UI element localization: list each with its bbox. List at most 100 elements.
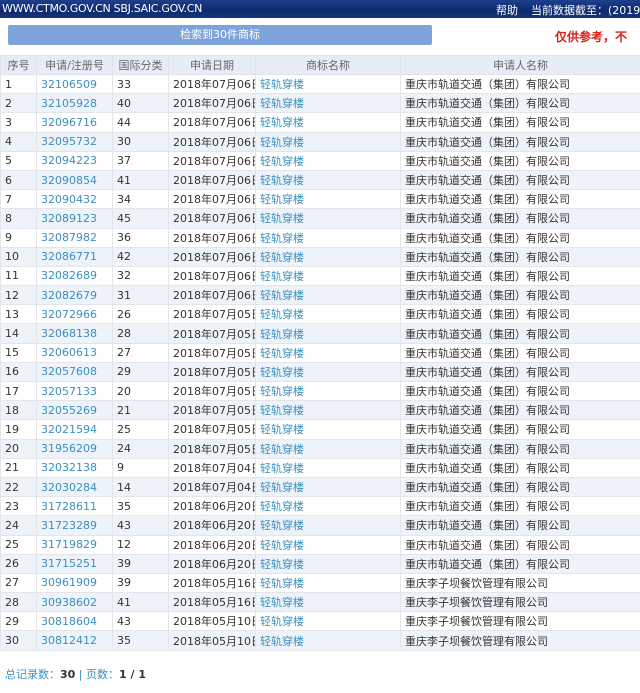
reg-number-link[interactable]: 31723289 bbox=[36, 515, 113, 536]
intl-class: 27 bbox=[112, 342, 169, 363]
reg-number-link[interactable]: 32090854 bbox=[36, 169, 113, 191]
result-count-button[interactable]: 检索到30件商标 bbox=[8, 25, 432, 45]
table-row: 11 32082689 32 2018年07月06日 轻轨穿楼 重庆市轨道交通（集团）有限… bbox=[0, 265, 640, 287]
mark-name-link[interactable]: 轻轨穿楼 bbox=[255, 592, 401, 613]
mark-name-link[interactable]: 轻轨穿楼 bbox=[255, 476, 401, 498]
row-index: 11 bbox=[0, 265, 37, 287]
col-applicant: 申请人名称 bbox=[400, 55, 640, 75]
mark-name-link[interactable]: 轻轨穿楼 bbox=[255, 553, 401, 574]
mark-name-link[interactable]: 轻轨穿楼 bbox=[255, 457, 401, 478]
mark-name-link[interactable]: 轻轨穿楼 bbox=[255, 361, 401, 383]
mark-name-link[interactable]: 轻轨穿楼 bbox=[255, 400, 401, 421]
applicant-name: 重庆李子坝餐饮管理有限公司 bbox=[400, 611, 640, 632]
mark-name-link[interactable]: 轻轨穿楼 bbox=[255, 265, 401, 287]
mark-name-link[interactable]: 轻轨穿楼 bbox=[255, 572, 401, 594]
reg-number-link[interactable]: 32095732 bbox=[36, 131, 113, 152]
table-row: 6 32090854 41 2018年07月06日 轻轨穿楼 重庆市轨道交通（集团）有限公… bbox=[0, 169, 640, 191]
reg-number-link[interactable]: 30818604 bbox=[36, 611, 113, 632]
help-link[interactable]: 帮助 bbox=[496, 4, 518, 17]
mark-name-link[interactable]: 轻轨穿楼 bbox=[255, 150, 401, 171]
mark-name-link[interactable]: 轻轨穿楼 bbox=[255, 73, 401, 95]
applicant-name: 重庆市轨道交通（集团）有限公司 bbox=[400, 189, 640, 210]
reg-number-link[interactable]: 32106509 bbox=[36, 73, 113, 95]
reg-number-link[interactable]: 32072966 bbox=[36, 304, 113, 325]
mark-name-link[interactable]: 轻轨穿楼 bbox=[255, 419, 401, 440]
reg-number-link[interactable]: 32068138 bbox=[36, 323, 113, 344]
intl-class: 9 bbox=[112, 457, 169, 478]
reg-number-link[interactable]: 30938602 bbox=[36, 592, 113, 613]
reg-number-link[interactable]: 32090432 bbox=[36, 189, 113, 210]
mark-name-link[interactable]: 轻轨穿楼 bbox=[255, 380, 401, 402]
reg-number-link[interactable]: 32021594 bbox=[36, 419, 113, 440]
reg-number-link[interactable]: 32057608 bbox=[36, 361, 113, 383]
intl-class: 40 bbox=[112, 93, 169, 114]
apply-date: 2018年07月06日 bbox=[168, 189, 256, 210]
mark-name-link[interactable]: 轻轨穿楼 bbox=[255, 131, 401, 152]
table-row: 3 32096716 44 2018年07月06日 轻轨穿楼 重庆市轨道交通（集团）有限公… bbox=[0, 112, 640, 133]
apply-date: 2018年07月06日 bbox=[168, 285, 256, 306]
reg-number-link[interactable]: 32057133 bbox=[36, 380, 113, 402]
mark-name-link[interactable]: 轻轨穿楼 bbox=[255, 112, 401, 133]
table-row: 8 32089123 45 2018年07月06日 轻轨穿楼 重庆市轨道交通（集团）有限公… bbox=[0, 208, 640, 229]
reg-number-link[interactable]: 32105928 bbox=[36, 93, 113, 114]
mark-name-link[interactable]: 轻轨穿楼 bbox=[255, 285, 401, 306]
applicant-name: 重庆市轨道交通（集团）有限公司 bbox=[400, 304, 640, 325]
reg-number-link[interactable]: 32032138 bbox=[36, 457, 113, 478]
mark-name-link[interactable]: 轻轨穿楼 bbox=[255, 208, 401, 229]
table-header: 序号 申请/注册号 国际分类 申请日期 商标名称 申请人名称 bbox=[0, 55, 640, 75]
reg-number-link[interactable]: 31715251 bbox=[36, 553, 113, 574]
reg-number-link[interactable]: 32030284 bbox=[36, 476, 113, 498]
row-index: 20 bbox=[0, 438, 37, 459]
mark-name-link[interactable]: 轻轨穿楼 bbox=[255, 630, 401, 651]
reg-number-link[interactable]: 32089123 bbox=[36, 208, 113, 229]
table-row: 5 32094223 37 2018年07月06日 轻轨穿楼 重庆市轨道交通（集团）有限公… bbox=[0, 150, 640, 171]
reg-number-link[interactable]: 31719829 bbox=[36, 534, 113, 555]
mark-name-link[interactable]: 轻轨穿楼 bbox=[255, 93, 401, 114]
row-index: 28 bbox=[0, 592, 37, 613]
reg-number-link[interactable]: 32055269 bbox=[36, 400, 113, 421]
intl-class: 39 bbox=[112, 553, 169, 574]
reg-number-link[interactable]: 32087982 bbox=[36, 227, 113, 248]
row-index: 14 bbox=[0, 323, 37, 344]
table-row: 1 32106509 33 2018年07月06日 轻轨穿楼 重庆市轨道交通（集团）有限公… bbox=[0, 73, 640, 95]
mark-name-link[interactable]: 轻轨穿楼 bbox=[255, 169, 401, 191]
reg-number-link[interactable]: 32096716 bbox=[36, 112, 113, 133]
reg-number-link[interactable]: 32060613 bbox=[36, 342, 113, 363]
reg-number-link[interactable]: 32094223 bbox=[36, 150, 113, 171]
apply-date: 2018年07月06日 bbox=[168, 265, 256, 287]
mark-name-link[interactable]: 轻轨穿楼 bbox=[255, 438, 401, 459]
reg-number-link[interactable]: 30812412 bbox=[36, 630, 113, 651]
applicant-name: 重庆市轨道交通（集团）有限公司 bbox=[400, 496, 640, 517]
intl-class: 20 bbox=[112, 380, 169, 402]
reg-number-link[interactable]: 32086771 bbox=[36, 246, 113, 267]
reg-number-link[interactable]: 32082679 bbox=[36, 285, 113, 306]
apply-date: 2018年07月05日 bbox=[168, 438, 256, 459]
intl-class: 29 bbox=[112, 361, 169, 383]
mark-name-link[interactable]: 轻轨穿楼 bbox=[255, 515, 401, 536]
mark-name-link[interactable]: 轻轨穿楼 bbox=[255, 496, 401, 517]
mark-name-link[interactable]: 轻轨穿楼 bbox=[255, 611, 401, 632]
separator: | bbox=[75, 668, 87, 681]
intl-class: 39 bbox=[112, 572, 169, 594]
apply-date: 2018年07月06日 bbox=[168, 150, 256, 171]
applicant-name: 重庆市轨道交通（集团）有限公司 bbox=[400, 534, 640, 555]
total-label: 总记录数： bbox=[5, 668, 60, 681]
table-row: 20 31956209 24 2018年07月05日 轻轨穿楼 重庆市轨道交通（集团）有限… bbox=[0, 438, 640, 459]
apply-date: 2018年07月06日 bbox=[168, 208, 256, 229]
mark-name-link[interactable]: 轻轨穿楼 bbox=[255, 304, 401, 325]
reg-number-link[interactable]: 31956209 bbox=[36, 438, 113, 459]
mark-name-link[interactable]: 轻轨穿楼 bbox=[255, 246, 401, 267]
mark-name-link[interactable]: 轻轨穿楼 bbox=[255, 342, 401, 363]
mark-name-link[interactable]: 轻轨穿楼 bbox=[255, 323, 401, 344]
mark-name-link[interactable]: 轻轨穿楼 bbox=[255, 189, 401, 210]
reg-number-link[interactable]: 32082689 bbox=[36, 265, 113, 287]
table-row: 26 31715251 39 2018年06月20日 轻轨穿楼 重庆市轨道交通（集团）有限… bbox=[0, 553, 640, 574]
mark-name-link[interactable]: 轻轨穿楼 bbox=[255, 227, 401, 248]
reg-number-link[interactable]: 30961909 bbox=[36, 572, 113, 594]
row-index: 21 bbox=[0, 457, 37, 478]
applicant-name: 重庆李子坝餐饮管理有限公司 bbox=[400, 572, 640, 594]
applicant-name: 重庆李子坝餐饮管理有限公司 bbox=[400, 592, 640, 613]
mark-name-link[interactable]: 轻轨穿楼 bbox=[255, 534, 401, 555]
row-index: 16 bbox=[0, 361, 37, 383]
reg-number-link[interactable]: 31728611 bbox=[36, 496, 113, 517]
